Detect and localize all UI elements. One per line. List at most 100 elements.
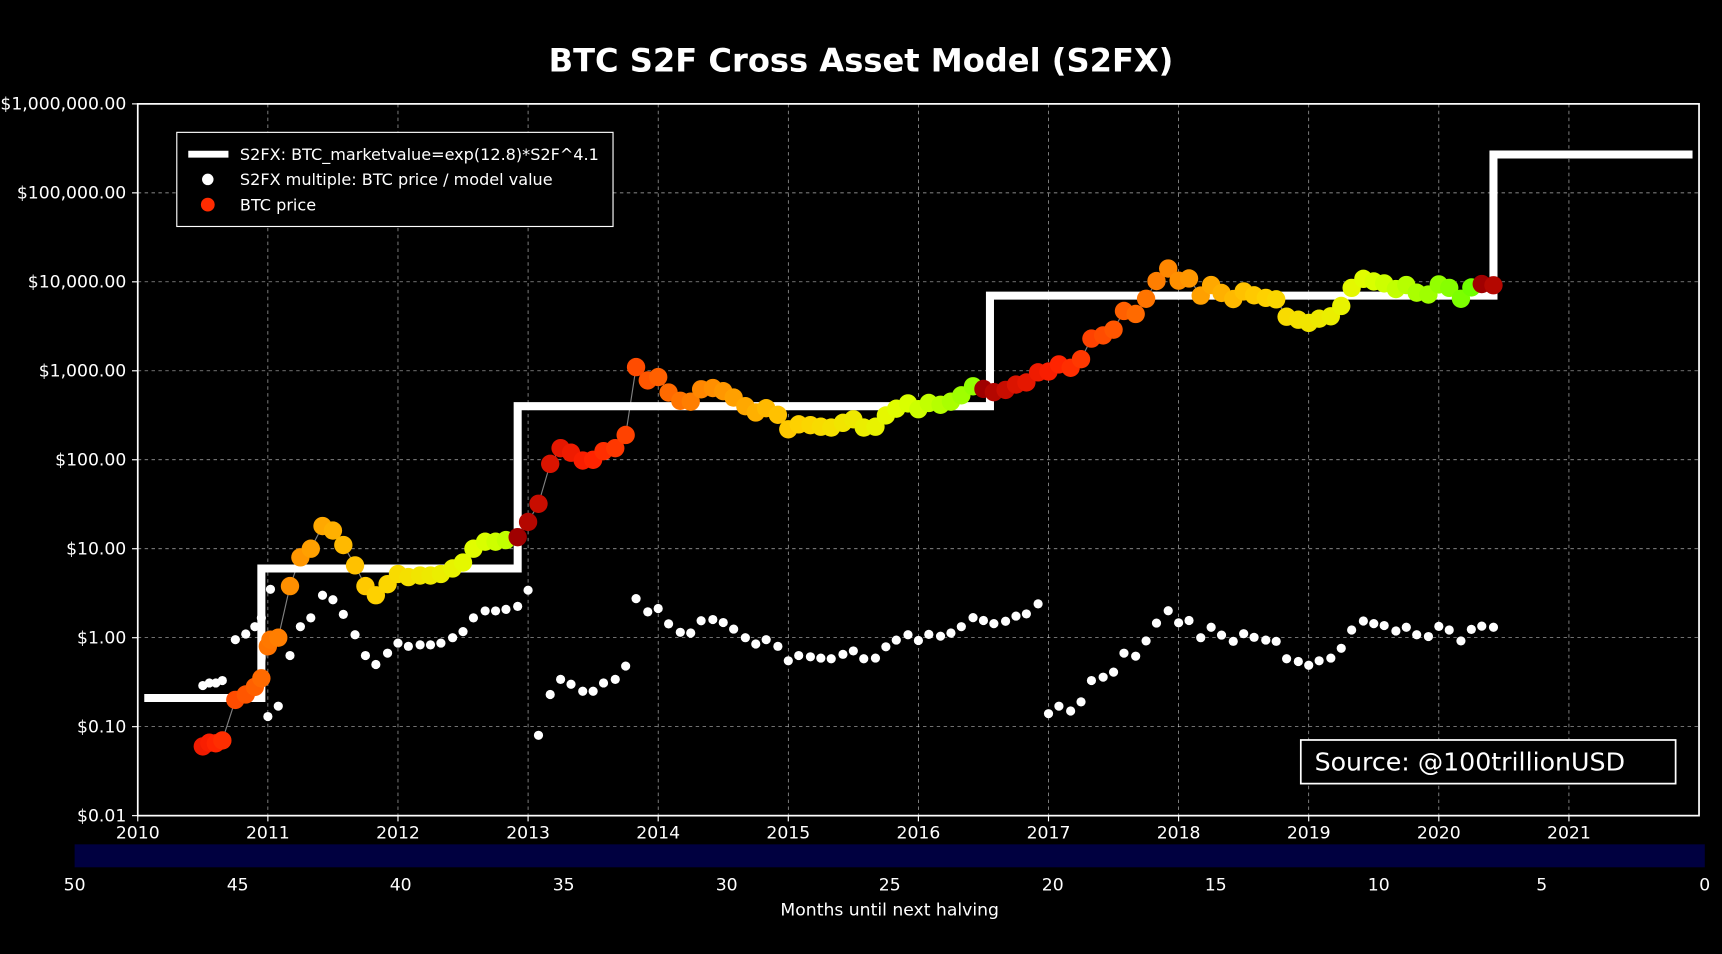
colorbar [75, 844, 1705, 867]
multiple-point [1022, 609, 1031, 618]
s2fx-chart: BTC S2F Cross Asset Model (S2FX)20102011… [0, 35, 1722, 919]
legend-label: S2FX: BTC_marketvalue=exp(12.8)*S2F^4.1 [240, 145, 599, 165]
multiple-point [827, 654, 836, 663]
colorbar-tick-label: 10 [1368, 875, 1390, 895]
multiple-point [1164, 606, 1173, 615]
multiple-point [968, 613, 977, 622]
multiple-point [218, 676, 227, 685]
price-point [281, 577, 299, 595]
multiple-point [1347, 625, 1356, 634]
multiple-point [946, 628, 955, 637]
multiple-point [773, 642, 782, 651]
multiple-point [1184, 616, 1193, 625]
x-tick-label: 2011 [246, 824, 290, 844]
price-point [213, 731, 231, 749]
multiple-point [654, 604, 663, 613]
multiple-point [383, 649, 392, 658]
multiple-point [257, 613, 266, 622]
multiple-point [266, 585, 275, 594]
legend-label: BTC price [240, 195, 316, 214]
multiple-point [849, 646, 858, 655]
multiple-point [664, 619, 673, 628]
multiple-point [1456, 636, 1465, 645]
multiple-point [448, 633, 457, 642]
multiple-point [523, 586, 532, 595]
multiple-point [708, 615, 717, 624]
price-point [649, 368, 667, 386]
y-tick-label: $100,000.00 [17, 184, 126, 204]
multiple-point [719, 618, 728, 627]
multiple-point [741, 633, 750, 642]
multiple-point [957, 622, 966, 631]
multiple-point [285, 651, 294, 660]
price-point [1137, 290, 1155, 308]
multiple-point [729, 625, 738, 634]
multiple-point [339, 610, 348, 619]
multiple-point [686, 628, 695, 637]
x-tick-label: 2018 [1157, 824, 1201, 844]
y-tick-label: $0.01 [77, 806, 126, 826]
price-point [1484, 276, 1502, 294]
x-tick-label: 2019 [1287, 824, 1331, 844]
multiple-point [1249, 633, 1258, 642]
multiple-point [589, 687, 598, 696]
multiple-point [1207, 623, 1216, 632]
multiple-point [979, 616, 988, 625]
multiple-point [881, 642, 890, 651]
multiple-point [241, 629, 250, 638]
multiple-point [318, 591, 327, 600]
multiple-point [643, 607, 652, 616]
multiple-point [534, 731, 543, 740]
legend-label: S2FX multiple: BTC price / model value [240, 170, 553, 189]
x-tick-label: 2014 [636, 824, 680, 844]
price-point [1104, 320, 1122, 338]
multiple-point [936, 632, 945, 641]
multiple-point [1369, 619, 1378, 628]
multiple-point [1489, 623, 1498, 632]
multiple-point [599, 678, 608, 687]
multiple-point [1445, 625, 1454, 634]
multiple-point [989, 619, 998, 628]
price-point [1180, 269, 1198, 287]
y-tick-label: $0.10 [77, 717, 126, 737]
price-point [616, 426, 634, 444]
multiple-point [1272, 637, 1281, 646]
multiple-point [1315, 656, 1324, 665]
multiple-point [611, 675, 620, 684]
price-point [519, 513, 537, 531]
multiple-point [1141, 636, 1150, 645]
multiple-point [762, 635, 771, 644]
multiple-point [631, 594, 640, 603]
price-point [541, 455, 559, 473]
multiple-point [1261, 636, 1270, 645]
colorbar-tick-label: 25 [879, 875, 901, 895]
multiple-point [1217, 631, 1226, 640]
price-point [529, 495, 547, 513]
multiple-point [1467, 625, 1476, 634]
multiple-point [1011, 612, 1020, 621]
multiple-point [1109, 668, 1118, 677]
multiple-point [250, 622, 259, 631]
multiple-point [751, 639, 760, 648]
x-tick-label: 2016 [897, 824, 941, 844]
multiple-point [1034, 599, 1043, 608]
multiple-point [1434, 622, 1443, 631]
multiple-point [1304, 661, 1313, 670]
multiple-point [481, 606, 490, 615]
multiple-point [1424, 632, 1433, 641]
multiple-point [501, 605, 510, 614]
multiple-point [546, 690, 555, 699]
multiple-point [871, 654, 880, 663]
multiple-point [1076, 697, 1085, 706]
multiple-point [1087, 676, 1096, 685]
colorbar-tick-label: 40 [390, 875, 412, 895]
multiple-point [1282, 654, 1291, 663]
x-tick-label: 2021 [1547, 824, 1591, 844]
multiple-point [328, 595, 337, 604]
multiple-point [924, 630, 933, 639]
multiple-point [491, 606, 500, 615]
multiple-point [263, 712, 272, 721]
y-tick-label: $10,000.00 [28, 273, 127, 293]
multiple-point [1119, 649, 1128, 658]
y-tick-label: $1.00 [77, 628, 126, 648]
